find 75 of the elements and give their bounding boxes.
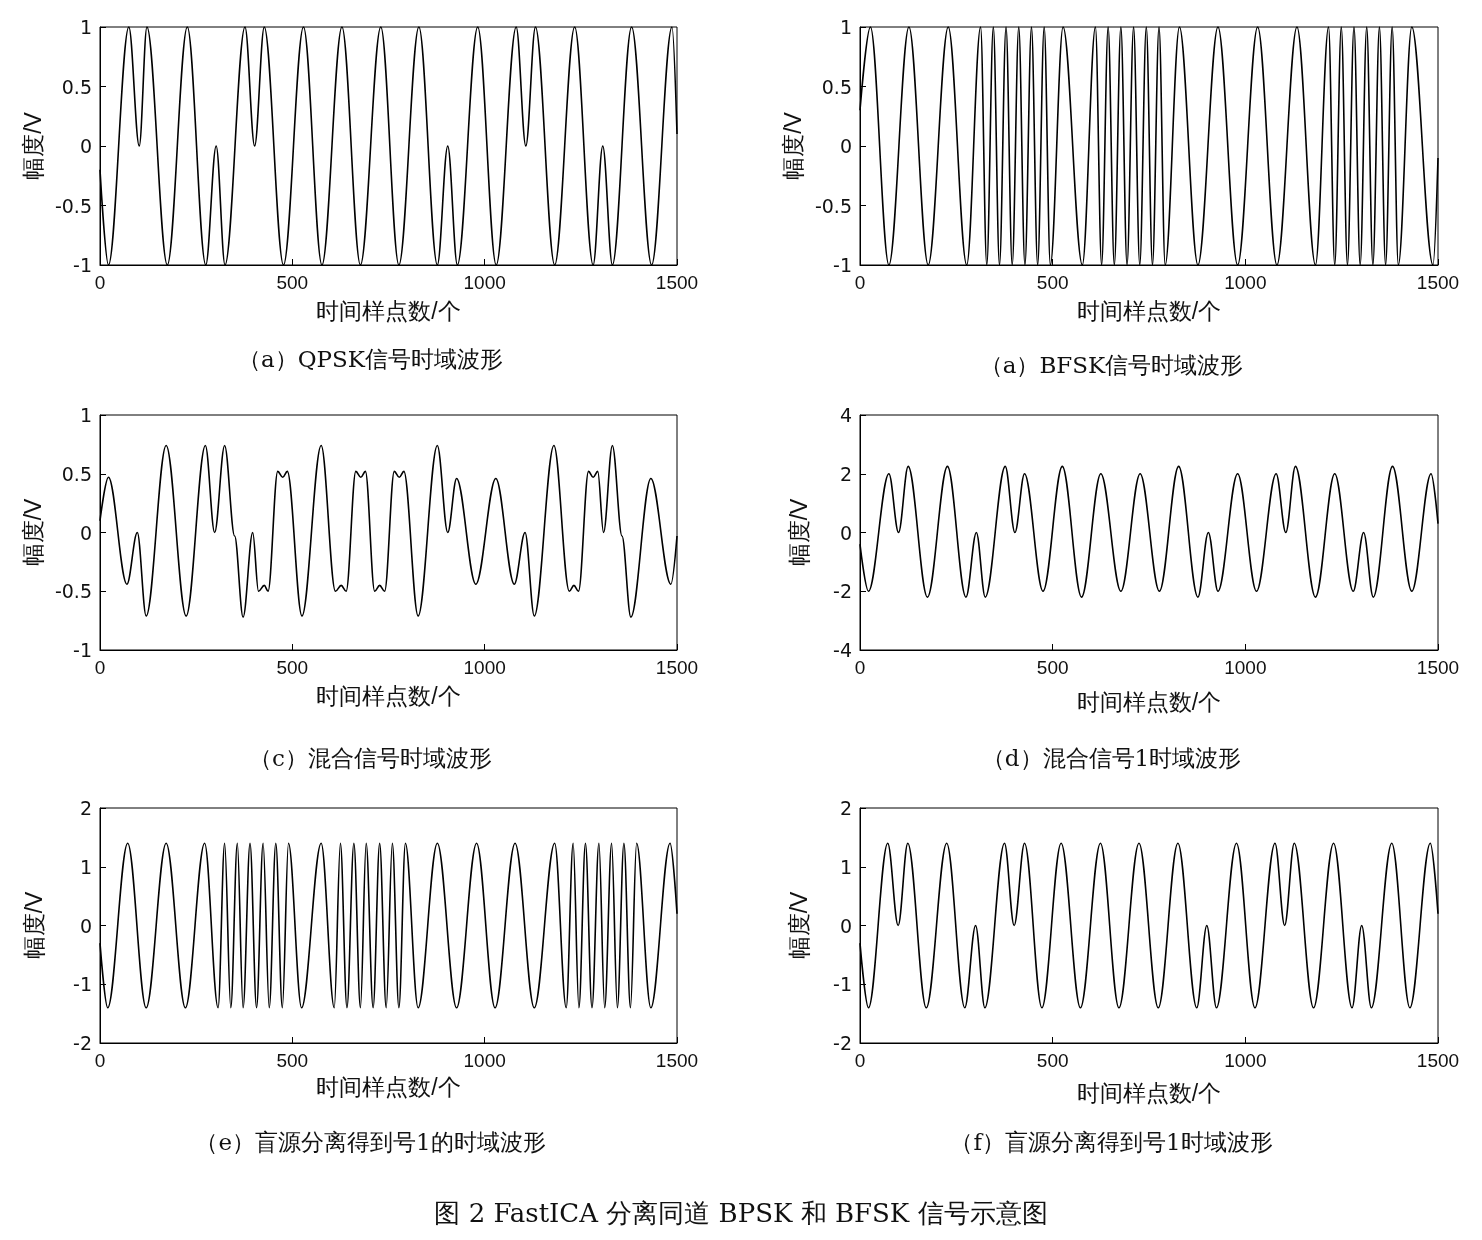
y-tick-label: -0.5 [54,580,92,603]
y-axis-title: 幅度/V [20,890,47,960]
x-tick-label: 1500 [1416,272,1460,293]
y-tick-label: 0 [839,521,852,544]
y-tick-label: 2 [839,797,852,819]
y-tick-label: -2 [833,580,852,603]
x-tick-label: 0 [854,1050,866,1071]
x-tick-label: 0 [94,657,106,678]
x-tick-label: 1500 [1416,1050,1460,1071]
x-axis-title: 时间样点数/个 [316,297,461,324]
y-tick-label: 0.5 [61,75,92,98]
text: （d）混合信号1时域波形 [981,744,1242,771]
y-tick-label: 0.5 [61,462,92,485]
line-series [859,26,1439,266]
x-tick-label: 0 [94,272,106,293]
y-tick-label: 1 [79,855,92,878]
y-tick-label: -1 [73,639,92,661]
y-tick-label: 0 [79,914,92,937]
x-axis-title: 时间样点数/个 [316,682,461,709]
line-series [99,26,678,266]
x-tick-label: 1000 [463,657,506,678]
x-tick-label: 500 [276,272,309,293]
text: （e）盲源分离得到号1的时域波形 [195,1128,546,1155]
y-tick-label: -1 [73,254,92,276]
text: （a）QPSK信号时域波形 [238,345,503,372]
x-tick-label: 500 [1036,272,1069,293]
y-tick-label: -2 [833,1032,852,1054]
y-axis-title: 幅度/V [19,497,46,567]
y-tick-label: -4 [833,639,852,661]
y-tick-label: 1 [79,404,92,426]
y-tick-label: 2 [79,797,92,819]
x-tick-label: 1000 [463,272,506,293]
x-axis-title: 时间样点数/个 [316,1073,461,1100]
y-tick-label: 1 [839,855,852,878]
y-tick-label: 2 [839,462,852,485]
y-tick-label: 4 [839,404,852,426]
caption: 图 2 FastICA 分离同道 BPSK 和 BFSK 信号示意图 [433,1197,1049,1230]
y-axis-title: 幅度/V [19,111,46,180]
y-tick-label: -1 [73,973,92,996]
text: （c）混合信号时域波形 [249,744,492,771]
x-tick-label: 0 [854,272,866,293]
y-tick-label: 0 [79,521,92,544]
y-tick-label: 0 [839,135,852,157]
y-tick-label: 1 [79,16,92,38]
x-tick-label: 1500 [655,272,699,293]
y-tick-label: 1 [839,16,852,38]
x-axis-title: 时间样点数/个 [1076,297,1222,324]
x-tick-label: 500 [1036,657,1069,678]
y-tick-label: -1 [833,973,852,996]
y-tick-label: -2 [73,1032,92,1054]
x-tick-label: 1000 [1224,1050,1267,1071]
x-axis-title: 时间样点数/个 [1076,1079,1222,1106]
x-tick-label: 500 [276,1050,309,1071]
x-tick-label: 500 [1036,1050,1069,1071]
y-tick-label: 0 [79,135,92,157]
x-tick-label: 0 [854,657,866,678]
y-tick-label: -0.5 [814,194,852,217]
x-tick-label: 500 [276,657,309,678]
x-tick-label: 1000 [1224,657,1267,678]
x-tick-label: 0 [94,1050,106,1071]
text: （f）盲源分离得到号1时域波形 [950,1128,1273,1155]
y-tick-label: 0 [839,914,852,937]
x-axis-title: 时间样点数/个 [1076,688,1222,715]
x-tick-label: 1500 [1416,657,1460,678]
y-axis-title: 幅度/V [785,890,812,960]
x-tick-label: 1000 [463,1050,506,1071]
y-tick-label: -0.5 [54,194,92,217]
text: （a）BFSK信号时域波形 [979,351,1244,378]
y-tick-label: -1 [833,254,852,276]
x-tick-label: 1500 [655,657,699,678]
x-tick-label: 1000 [1224,272,1267,293]
y-tick-label: 0.5 [821,75,852,98]
y-axis-title: 幅度/V [785,497,812,567]
x-tick-label: 1500 [655,1050,699,1071]
y-axis-title: 幅度/V [779,111,806,180]
